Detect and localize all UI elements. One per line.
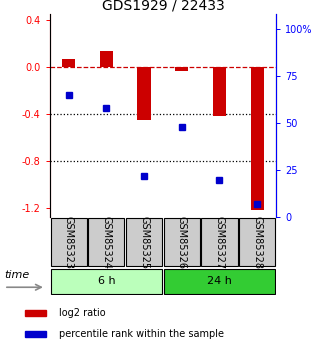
Bar <box>25 332 46 337</box>
Bar <box>213 67 226 116</box>
Bar <box>126 218 162 266</box>
Bar <box>62 59 75 67</box>
Bar <box>239 218 275 266</box>
Bar <box>251 67 264 210</box>
Text: time: time <box>4 270 29 280</box>
Bar <box>25 310 46 316</box>
Bar <box>164 218 200 266</box>
Title: GDS1929 / 22433: GDS1929 / 22433 <box>101 0 224 13</box>
Bar <box>137 67 151 120</box>
Bar <box>50 218 87 266</box>
Text: 6 h: 6 h <box>98 276 115 286</box>
Text: GSM85324: GSM85324 <box>101 216 111 269</box>
Text: log2 ratio: log2 ratio <box>59 308 105 318</box>
Bar <box>164 269 275 294</box>
Text: GSM85323: GSM85323 <box>64 216 74 269</box>
Text: GSM85327: GSM85327 <box>214 216 224 269</box>
Bar <box>175 67 188 71</box>
Text: percentile rank within the sample: percentile rank within the sample <box>59 329 224 339</box>
Bar <box>88 218 125 266</box>
Bar <box>50 269 162 294</box>
Bar <box>201 218 238 266</box>
Text: GSM85326: GSM85326 <box>177 216 187 269</box>
Bar <box>100 51 113 67</box>
Text: 24 h: 24 h <box>207 276 232 286</box>
Text: GSM85325: GSM85325 <box>139 216 149 269</box>
Text: GSM85328: GSM85328 <box>252 216 262 269</box>
